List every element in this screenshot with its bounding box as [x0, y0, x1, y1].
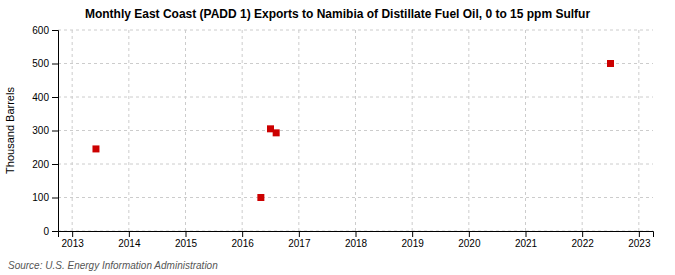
point — [257, 194, 264, 201]
x-tick-mark — [186, 231, 187, 237]
y-tick-label: 500 — [32, 58, 49, 69]
x-tick-label: 2019 — [402, 238, 425, 249]
x-tick-mark — [129, 231, 130, 237]
x-tick-mark — [469, 231, 470, 237]
chart-svg: 2013 2014 2015 2016 2017 2018 2019 2020 2021 2022… — [0, 0, 675, 275]
y-tick: 100 — [32, 192, 58, 203]
x-tick-label: 2018 — [345, 238, 368, 249]
x-tick: 2023 — [628, 231, 651, 249]
points — [92, 60, 614, 201]
y-tick: 500 — [32, 58, 58, 69]
y-tick-label: 0 — [43, 226, 49, 237]
x-tick-mark — [639, 231, 640, 237]
x-tick-mark — [72, 231, 73, 237]
x-grid-line — [242, 30, 243, 231]
point — [273, 129, 280, 136]
x-tick: 2015 — [175, 231, 198, 249]
x-tick: 2021 — [515, 231, 538, 249]
y-grid-line — [58, 164, 653, 165]
x-tick-label: 2023 — [628, 238, 651, 249]
x-axis-line — [59, 232, 654, 238]
y-tick-mark — [52, 30, 58, 31]
y-tick: 400 — [32, 92, 58, 103]
x-grid-line — [355, 30, 356, 231]
x-tick-label: 2021 — [515, 238, 538, 249]
x-grid-line — [525, 30, 526, 231]
point — [607, 60, 614, 67]
title: Monthly East Coast (PADD 1) Exports to N… — [85, 7, 591, 21]
y-grid-line — [58, 130, 653, 131]
y-tick-mark — [52, 131, 58, 132]
x-tick-label: 2017 — [288, 238, 311, 249]
y-tick-label: 300 — [32, 125, 49, 136]
grid — [58, 30, 653, 231]
x-tick: 2019 — [402, 231, 425, 249]
y-tick-label: 400 — [32, 92, 49, 103]
x-tick-mark — [242, 231, 243, 237]
source-note: Source: U.S. Energy Information Administ… — [8, 260, 218, 271]
x-tick-label: 2020 — [458, 238, 481, 249]
x-tick-mark — [356, 231, 357, 237]
x-tick-label: 2013 — [62, 238, 85, 249]
y-grid-line — [58, 30, 653, 31]
x-tick: 2017 — [288, 231, 311, 249]
x-tick-mark — [412, 231, 413, 237]
page: {"chart_data": {"type": "scatter", "titl… — [0, 0, 675, 275]
x-tick: 2018 — [345, 231, 368, 249]
chart-container: 2013 2014 2015 2016 2017 2018 2019 2020 2021 2022… — [0, 0, 675, 275]
x-tick-label: 2014 — [118, 238, 141, 249]
x-tick-label: 2022 — [572, 238, 595, 249]
x-grid-line — [638, 30, 639, 231]
y-axis-line — [52, 31, 59, 232]
x-tick-mark — [526, 231, 527, 237]
x-axis: 2013 2014 2015 2016 2017 2018 2019 2020 2021 2022… — [59, 231, 654, 249]
x-tick-label: 2016 — [232, 238, 255, 249]
y-tick-mark — [52, 97, 58, 98]
y-tick-mark — [52, 64, 58, 65]
y-grid-line — [58, 97, 653, 98]
y-tick: 0 — [43, 226, 58, 237]
y-tick-label: 600 — [32, 25, 49, 36]
x-tick: 2014 — [118, 231, 141, 249]
x-tick: 2013 — [62, 231, 85, 249]
x-tick: 2016 — [232, 231, 255, 249]
point — [92, 145, 99, 152]
y-tick: 200 — [32, 159, 58, 170]
plot: 2013 2014 2015 2016 2017 2018 2019 2020 2021 2022… — [32, 25, 653, 249]
x-tick-label: 2015 — [175, 238, 198, 249]
y-axis-title: Thousand Barrels — [4, 87, 16, 174]
y-tick-mark — [52, 164, 58, 165]
y-tick-mark — [52, 231, 58, 232]
x-grid-line — [128, 30, 129, 231]
y-axis: 0 100 200 300 400 500 600 — [32, 25, 58, 237]
y-tick-label: 100 — [32, 192, 49, 203]
y-grid-line — [58, 197, 653, 198]
y-tick: 600 — [32, 25, 58, 36]
y-tick-mark — [52, 198, 58, 199]
y-tick: 300 — [32, 125, 58, 136]
y-grid-line — [58, 63, 653, 64]
x-tick: 2020 — [458, 231, 481, 249]
x-tick-mark — [299, 231, 300, 237]
x-tick: 2022 — [572, 231, 595, 249]
y-tick-label: 200 — [32, 159, 49, 170]
x-tick-mark — [582, 231, 583, 237]
